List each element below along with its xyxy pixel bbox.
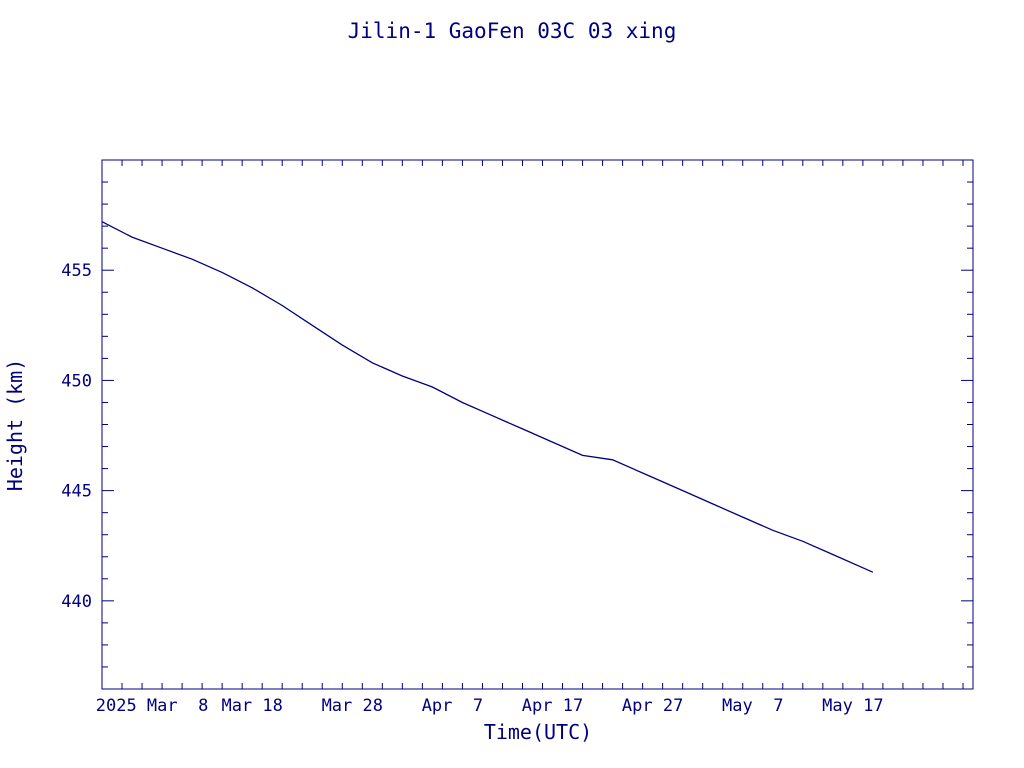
- x-tick-label: May 7: [722, 696, 783, 716]
- x-tick-label: 2025 Mar 8: [96, 696, 209, 716]
- y-tick-label: 440: [61, 592, 92, 612]
- y-tick-labels: 440 445 450 455: [61, 261, 92, 612]
- x-tick-label: Mar 18: [221, 696, 282, 716]
- x-tick-labels: 2025 Mar 8 Mar 18 Mar 28 Apr 7 Apr 17 Apr 27 M…: [96, 696, 884, 716]
- x-tick-label: Mar 28: [322, 696, 383, 716]
- x-tick-label: Apr 17: [522, 696, 583, 716]
- x-axis-label: Time(UTC): [484, 720, 592, 744]
- plot-frame: [101, 159, 974, 690]
- x-tick-label: Apr 27: [622, 696, 683, 716]
- x-tick-label: Apr 7: [422, 696, 483, 716]
- y-tick-label: 445: [61, 482, 92, 502]
- axis-ticks: [102, 160, 973, 689]
- height-series-line: [101, 221, 874, 573]
- y-tick-label: 455: [61, 261, 92, 281]
- y-axis-label: Height (km): [3, 359, 27, 491]
- y-tick-label: 450: [61, 371, 92, 391]
- x-tick-label: May 17: [822, 696, 883, 716]
- chart-title: Jilin-1 GaoFen 03C 03 xing: [348, 19, 677, 43]
